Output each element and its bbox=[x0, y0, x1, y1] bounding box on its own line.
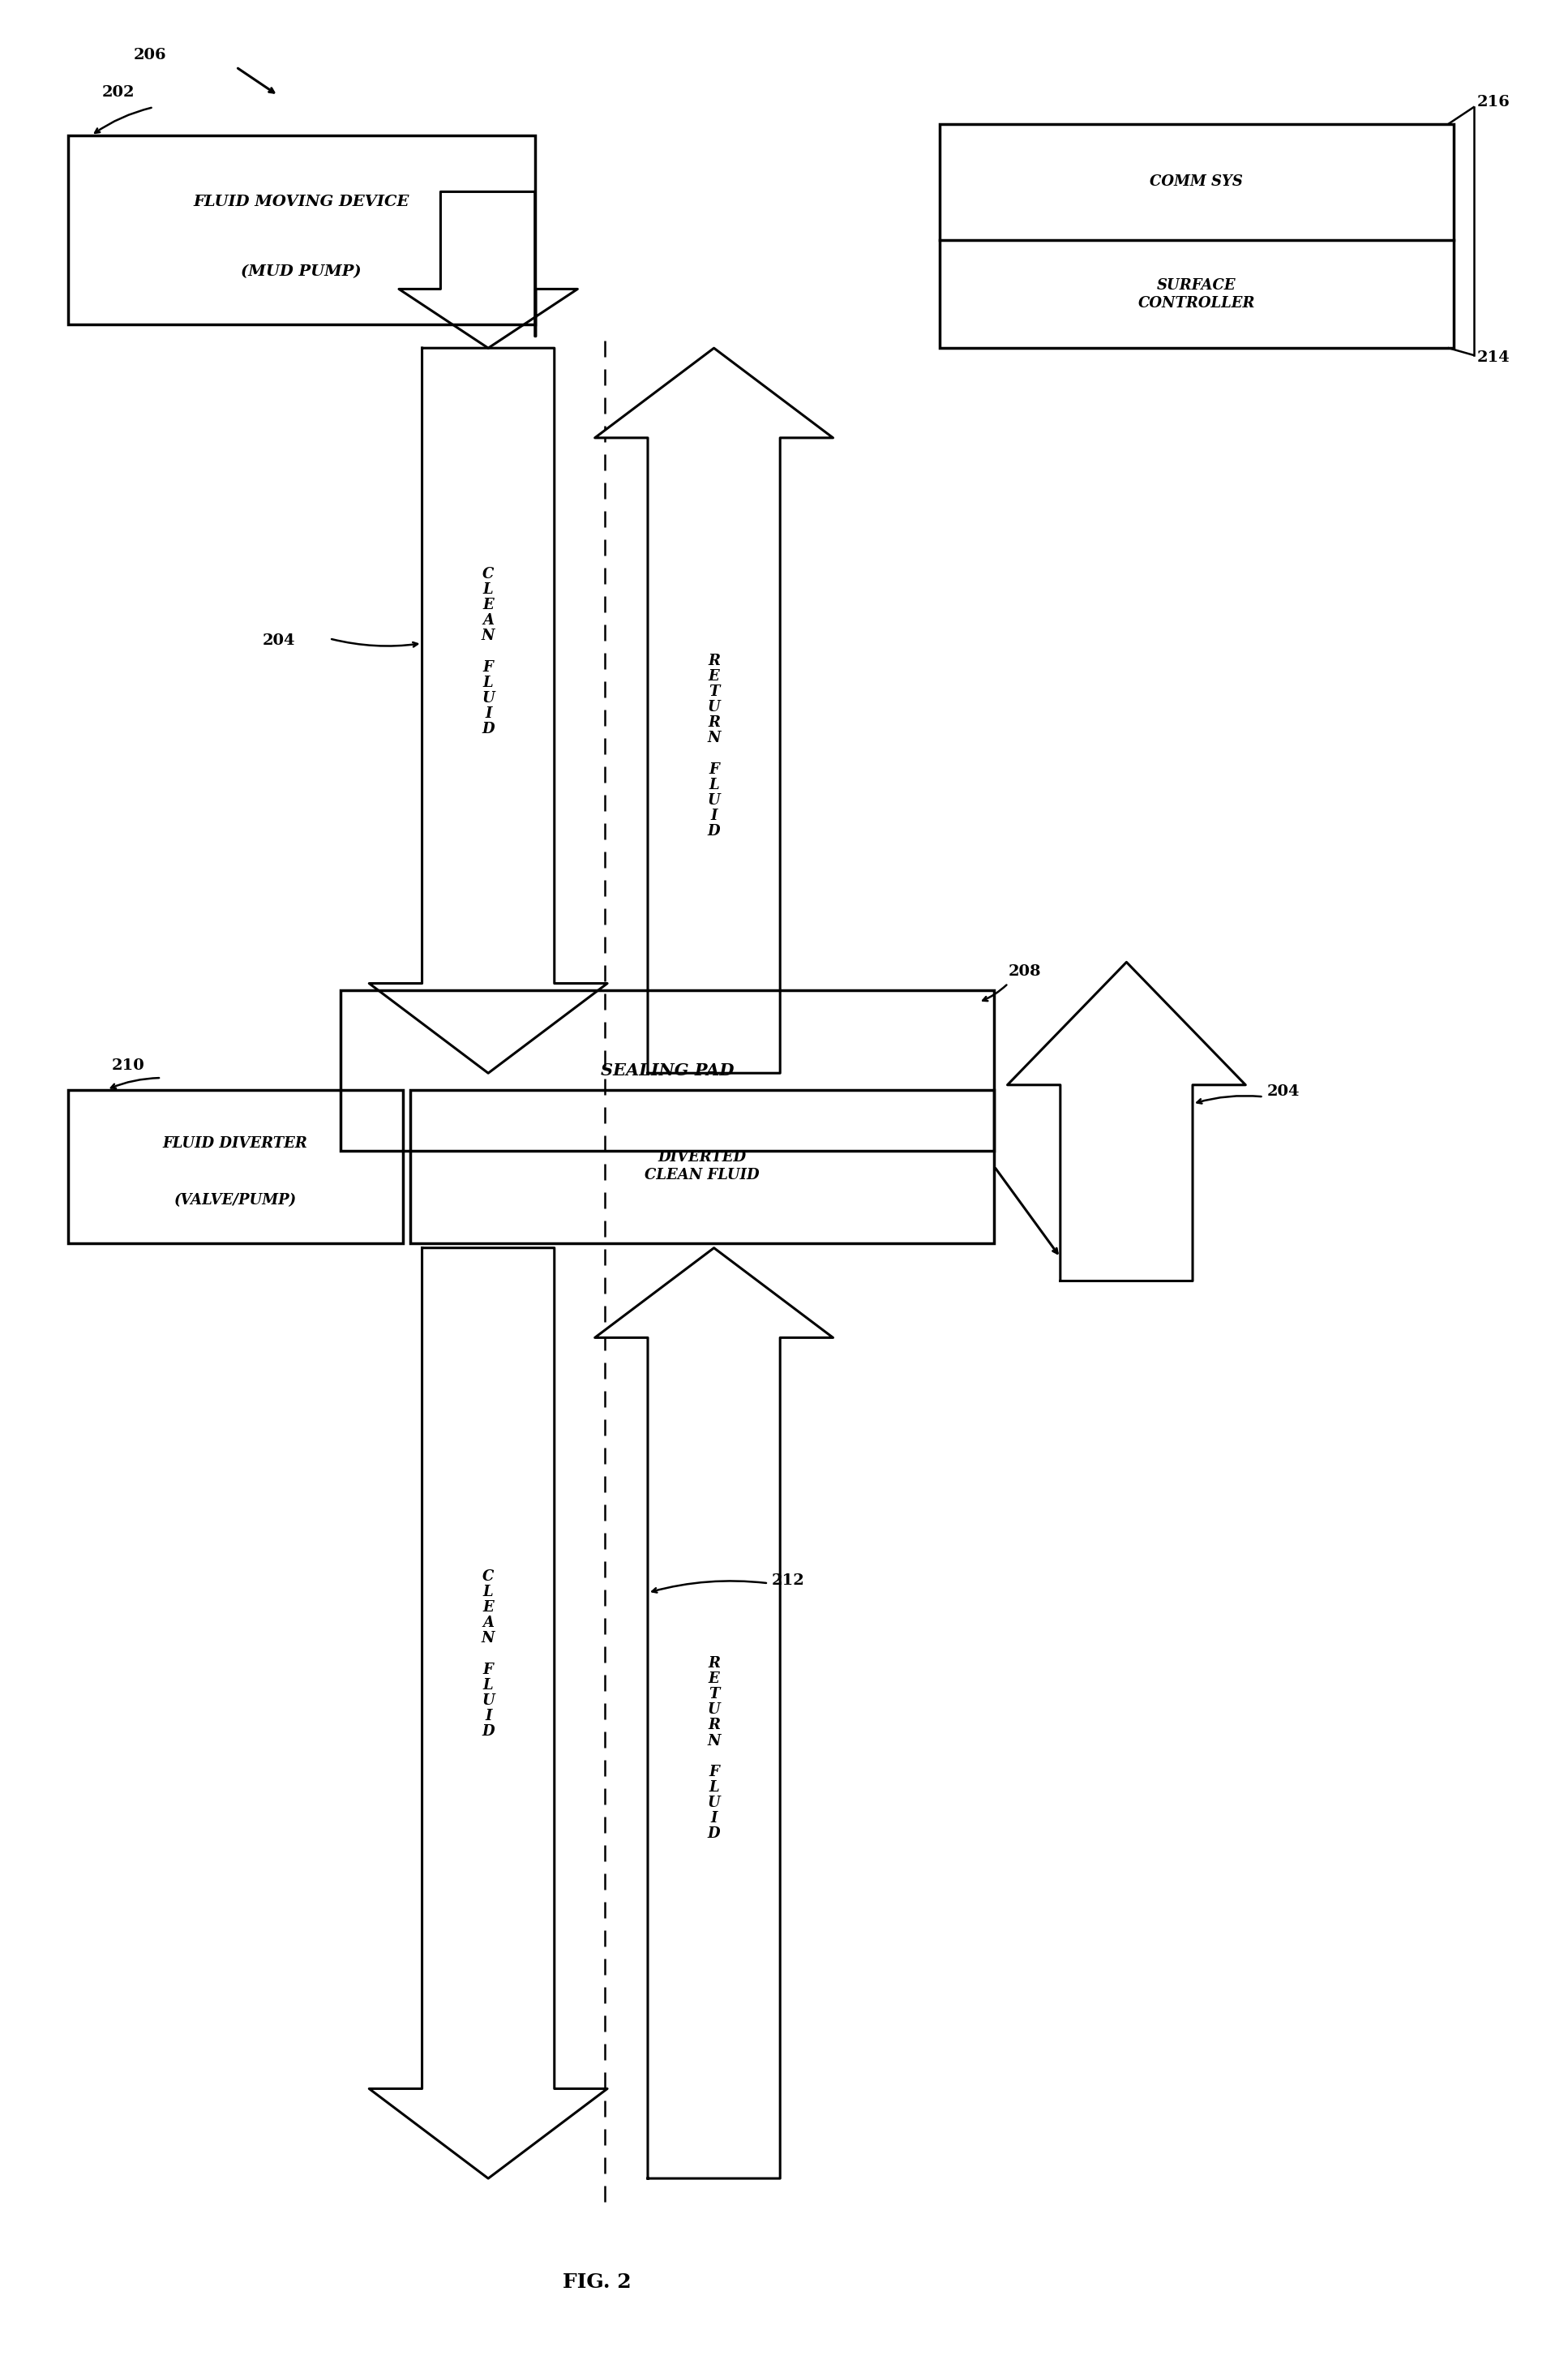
Text: 204: 204 bbox=[262, 634, 295, 648]
Polygon shape bbox=[368, 349, 607, 1073]
Text: 208: 208 bbox=[1008, 963, 1041, 978]
Text: 214: 214 bbox=[1477, 351, 1510, 365]
Text: C
L
E
A
N

F
L
U
I
D: C L E A N F L U I D bbox=[481, 1569, 495, 1739]
Text: 206: 206 bbox=[133, 47, 166, 62]
Text: (VALVE/PUMP): (VALVE/PUMP) bbox=[174, 1194, 296, 1208]
Text: FLUID DIVERTER: FLUID DIVERTER bbox=[163, 1137, 307, 1151]
Polygon shape bbox=[594, 1248, 833, 2178]
Text: C
L
E
A
N

F
L
U
I
D: C L E A N F L U I D bbox=[481, 567, 495, 736]
Text: 216: 216 bbox=[1477, 95, 1510, 109]
Bar bbox=[411, 1089, 994, 1243]
Bar bbox=[67, 1089, 403, 1243]
Bar bbox=[939, 123, 1454, 349]
Text: COMM SYS: COMM SYS bbox=[1149, 176, 1243, 190]
Text: 210: 210 bbox=[111, 1058, 144, 1073]
Text: SURFACE
CONTROLLER: SURFACE CONTROLLER bbox=[1138, 278, 1254, 311]
Polygon shape bbox=[1007, 961, 1245, 1281]
Text: 212: 212 bbox=[771, 1573, 804, 1588]
Text: R
E
T
U
R
N

F
L
U
I
D: R E T U R N F L U I D bbox=[707, 653, 721, 838]
Bar bbox=[67, 135, 535, 325]
Polygon shape bbox=[398, 192, 577, 349]
Text: 202: 202 bbox=[102, 85, 135, 100]
Text: (MUD PUMP): (MUD PUMP) bbox=[241, 263, 362, 280]
Bar bbox=[340, 990, 994, 1151]
Polygon shape bbox=[368, 1248, 607, 2178]
Text: R
E
T
U
R
N

F
L
U
I
D: R E T U R N F L U I D bbox=[707, 1656, 721, 1841]
Text: DIVERTED
CLEAN FLUID: DIVERTED CLEAN FLUID bbox=[644, 1151, 759, 1182]
Text: SEALING PAD: SEALING PAD bbox=[601, 1063, 734, 1080]
Text: FIG. 2: FIG. 2 bbox=[563, 2273, 632, 2292]
Text: 204: 204 bbox=[1267, 1084, 1300, 1099]
Text: FLUID MOVING DEVICE: FLUID MOVING DEVICE bbox=[193, 195, 409, 209]
Polygon shape bbox=[594, 349, 833, 1073]
